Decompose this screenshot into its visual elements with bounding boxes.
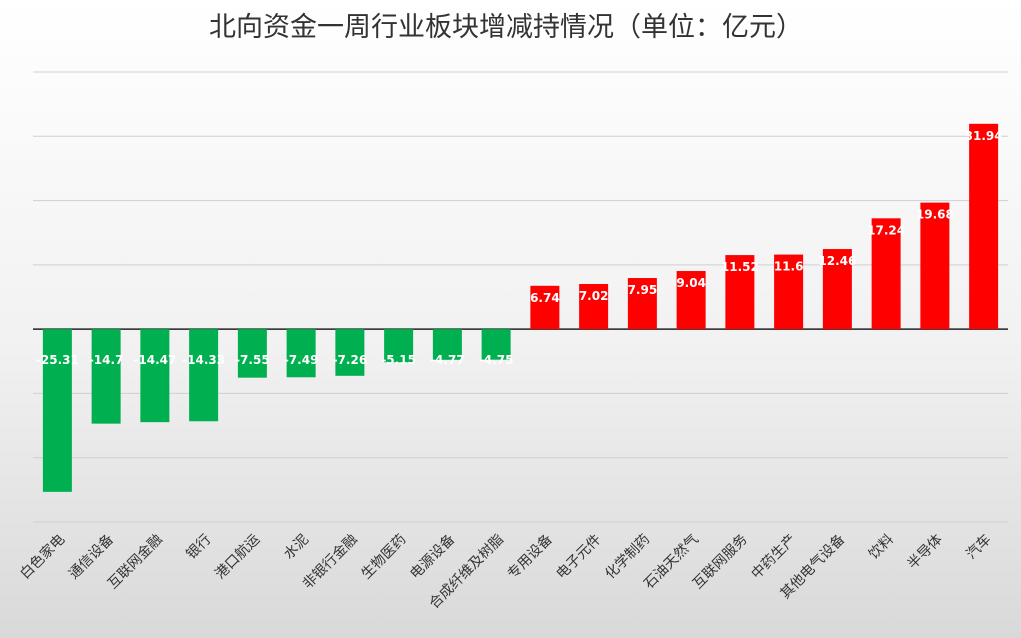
bar	[189, 329, 219, 422]
bar	[969, 123, 999, 330]
bar	[822, 249, 852, 330]
data-label: -14.7	[89, 353, 124, 367]
bar	[579, 284, 609, 330]
category-label: 半导体	[905, 532, 946, 573]
category-label: 电源设备	[407, 531, 459, 583]
bar	[140, 329, 170, 423]
data-label: -25.31	[36, 353, 79, 367]
bar	[676, 271, 706, 330]
category-label: 生物医药	[359, 532, 410, 583]
bar	[725, 255, 755, 330]
data-label: -7.49	[284, 353, 319, 367]
data-label: 7.95	[628, 283, 658, 297]
bar	[42, 329, 72, 492]
category-label: 专用设备	[504, 531, 556, 583]
data-label: 7.02	[579, 289, 609, 303]
category-label: 中药生产	[749, 532, 800, 583]
gridlines	[33, 71, 1008, 523]
bar	[530, 285, 560, 330]
category-label: 港口航运	[212, 532, 263, 583]
data-label: -14.33	[182, 353, 225, 367]
category-label: 化学制药	[602, 532, 653, 583]
data-label: -14.47	[133, 353, 176, 367]
data-label: -5.15	[381, 353, 416, 367]
data-label: 6.74	[530, 291, 560, 305]
bar	[432, 329, 462, 360]
bar	[481, 329, 511, 360]
bar	[237, 329, 267, 378]
chart-title: 北向资金一周行业板块增减持情况（单位：亿元）	[209, 12, 803, 43]
category-label: 汽车	[963, 531, 995, 563]
data-label: -7.55	[235, 353, 270, 367]
bar	[920, 202, 950, 330]
data-label: 12.46	[818, 254, 856, 268]
category-label: 水泥	[281, 532, 312, 563]
category-label: 饮料	[866, 532, 897, 563]
bars	[42, 123, 999, 492]
data-label: 19.68	[916, 208, 954, 222]
bar	[627, 278, 657, 330]
data-label: -4.77	[430, 353, 465, 367]
bar	[384, 329, 414, 363]
category-label: 通信设备	[65, 531, 117, 583]
bar	[871, 218, 901, 330]
category-label: 白色家电	[17, 531, 69, 583]
category-label: 电子元件	[554, 532, 605, 583]
data-label: 11.52	[721, 260, 759, 274]
data-label: 9.04	[676, 276, 706, 290]
data-label: -7.26	[333, 353, 368, 367]
data-label: 31.94	[965, 129, 1003, 143]
data-labels: -25.31 -14.7 -14.47 -14.33 -7.55 -7.49 -7.26 -5…	[36, 129, 1003, 367]
bar	[286, 329, 316, 378]
bar	[774, 254, 804, 330]
data-label: 11.6	[774, 260, 804, 274]
data-label: 17.24	[867, 223, 905, 237]
category-label: 银行	[183, 532, 214, 563]
bar	[91, 329, 121, 424]
data-label: -4.75	[479, 353, 514, 367]
bar	[335, 329, 365, 376]
